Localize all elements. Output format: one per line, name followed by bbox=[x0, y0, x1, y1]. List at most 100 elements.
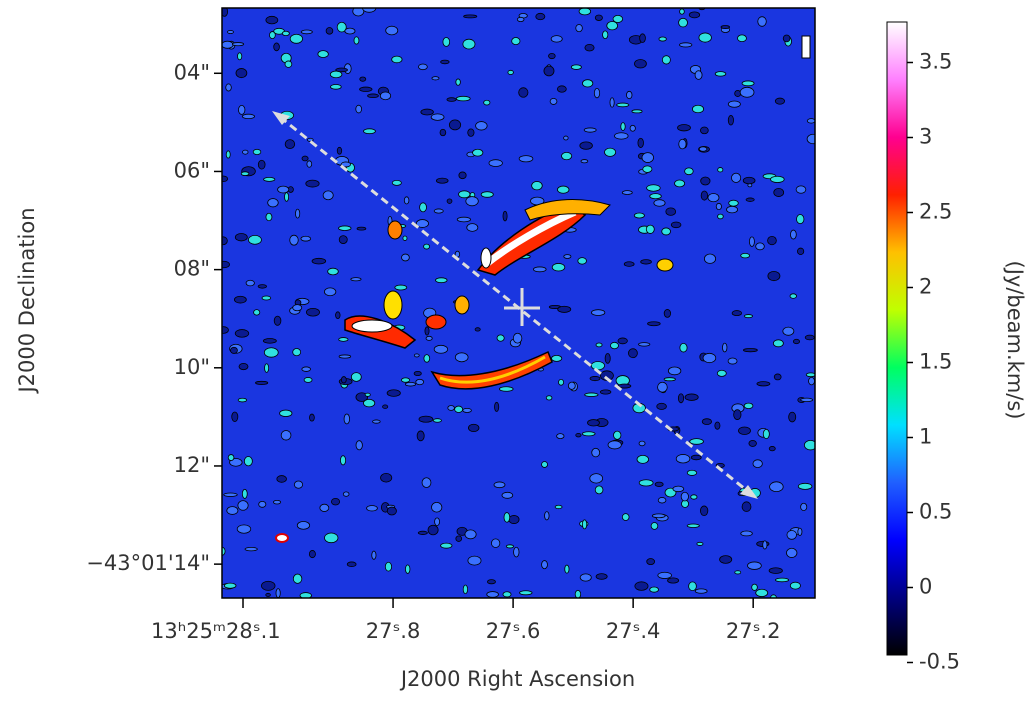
speckle bbox=[800, 397, 814, 403]
speckle bbox=[702, 352, 717, 364]
speckle bbox=[563, 135, 569, 141]
speckle bbox=[731, 172, 742, 183]
speckle bbox=[604, 147, 617, 157]
speckle bbox=[405, 564, 411, 574]
speckle bbox=[231, 411, 239, 423]
speckle bbox=[346, 561, 357, 568]
speckle bbox=[391, 179, 402, 186]
speckle bbox=[589, 376, 601, 382]
speckle bbox=[262, 338, 277, 344]
speckle bbox=[727, 357, 738, 365]
speckle bbox=[363, 398, 376, 408]
speckle bbox=[623, 261, 635, 267]
beam bbox=[275, 533, 289, 543]
speckle bbox=[276, 475, 287, 483]
speckle bbox=[575, 24, 583, 33]
speckle bbox=[222, 260, 230, 269]
speckle bbox=[267, 198, 279, 208]
speckle bbox=[638, 440, 646, 447]
speckle bbox=[788, 411, 797, 423]
speckle bbox=[593, 87, 601, 99]
speckle bbox=[574, 589, 582, 598]
speckle bbox=[236, 524, 252, 534]
speckle bbox=[343, 413, 350, 425]
speckle bbox=[493, 481, 506, 489]
speckle bbox=[425, 335, 433, 341]
speckle bbox=[467, 128, 475, 137]
speckle bbox=[543, 65, 555, 77]
speckle bbox=[432, 418, 442, 423]
speckle bbox=[579, 141, 593, 150]
speckle bbox=[448, 119, 462, 131]
speckle bbox=[714, 71, 727, 77]
speckle bbox=[626, 90, 633, 100]
speckle bbox=[663, 309, 672, 318]
speckle bbox=[226, 506, 239, 515]
speckle bbox=[454, 352, 469, 363]
speckle bbox=[726, 205, 739, 214]
colorbar-tick-label: 3 bbox=[919, 125, 932, 149]
speckle bbox=[309, 413, 315, 422]
speckle bbox=[491, 538, 501, 548]
speckle bbox=[440, 542, 453, 549]
speckle bbox=[657, 381, 668, 393]
axis-arrow bbox=[279, 115, 751, 495]
speckle bbox=[567, 381, 576, 390]
speckle bbox=[447, 405, 455, 411]
speckle bbox=[609, 97, 615, 108]
speckle bbox=[602, 30, 609, 40]
speckle bbox=[508, 515, 520, 524]
speckle bbox=[739, 86, 755, 98]
speckle bbox=[462, 584, 469, 595]
map-background bbox=[222, 8, 815, 598]
speckle bbox=[545, 395, 553, 401]
speckle bbox=[722, 342, 728, 353]
speckle bbox=[634, 59, 647, 69]
speckle bbox=[689, 438, 704, 445]
speckle bbox=[372, 419, 381, 424]
speckle bbox=[554, 504, 563, 510]
speckle bbox=[331, 497, 341, 506]
x-tick-label: 27ˢ.8 bbox=[366, 619, 421, 643]
emission-knot bbox=[383, 290, 403, 320]
speckle bbox=[519, 590, 533, 596]
speckle bbox=[238, 362, 249, 371]
speckle bbox=[300, 235, 312, 242]
speckle bbox=[703, 253, 717, 264]
speckle bbox=[241, 113, 256, 120]
speckle bbox=[715, 202, 722, 211]
speckle bbox=[518, 155, 534, 163]
speckle bbox=[503, 512, 511, 523]
speckle bbox=[610, 341, 619, 350]
speckle bbox=[637, 137, 644, 148]
speckle bbox=[583, 127, 597, 133]
speckle bbox=[691, 104, 705, 114]
x-tick-label: 27ˢ.4 bbox=[606, 619, 661, 643]
speckle bbox=[679, 8, 685, 15]
speckle bbox=[241, 488, 248, 499]
speckle bbox=[277, 185, 290, 194]
speckle bbox=[299, 592, 312, 598]
speckle bbox=[804, 334, 815, 341]
speckle bbox=[638, 479, 654, 487]
speckle bbox=[434, 517, 440, 526]
speckle bbox=[308, 550, 316, 559]
speckle bbox=[292, 573, 303, 584]
speckle bbox=[263, 177, 276, 182]
speckle bbox=[248, 234, 262, 245]
speckle bbox=[400, 377, 411, 383]
speckle bbox=[261, 295, 272, 301]
speckle bbox=[355, 440, 363, 451]
speckle bbox=[240, 171, 250, 176]
speckle bbox=[462, 38, 476, 50]
speckle bbox=[289, 234, 299, 246]
speckle bbox=[281, 30, 290, 37]
speckle bbox=[323, 287, 337, 297]
speckle bbox=[656, 402, 667, 410]
x-axis-title: J2000 Right Ascension bbox=[399, 667, 635, 691]
speckle bbox=[279, 409, 293, 417]
speckle bbox=[595, 573, 608, 580]
speckle bbox=[384, 561, 393, 572]
speckle bbox=[455, 95, 471, 102]
y-tick-label: −43°01'14" bbox=[86, 551, 210, 575]
